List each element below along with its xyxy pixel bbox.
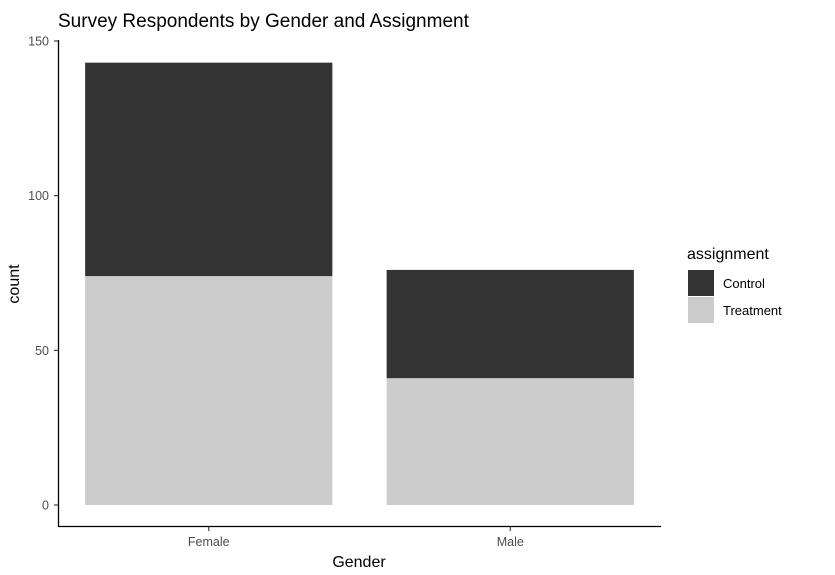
y-axis-title: count [6,264,23,304]
legend-key-control [688,270,714,296]
legend-key-treatment [688,297,714,323]
bar-female-treatment [85,276,333,505]
bars-layer [85,62,634,505]
x-axis-title: Gender [332,554,386,571]
bar-female-control [85,62,333,277]
y-tick-label: 150 [28,35,49,49]
bar-male-treatment [386,378,634,505]
chart-title: Survey Respondents by Gender and Assignm… [58,11,470,32]
legend: assignment Control Treatment [687,246,782,323]
y-tick-label: 100 [28,189,49,203]
y-tick-label: 50 [35,344,49,358]
legend-title: assignment [687,246,769,263]
x-tick-label: Female [188,535,230,549]
x-tick-label: Male [497,535,524,549]
legend-label-treatment: Treatment [723,303,782,318]
legend-label-control: Control [723,276,765,291]
y-axis-ticks: 0 50 100 150 [28,35,58,513]
x-axis-ticks: Female Male [188,527,524,549]
y-tick-label: 0 [42,499,49,513]
bar-male-control [386,269,634,379]
